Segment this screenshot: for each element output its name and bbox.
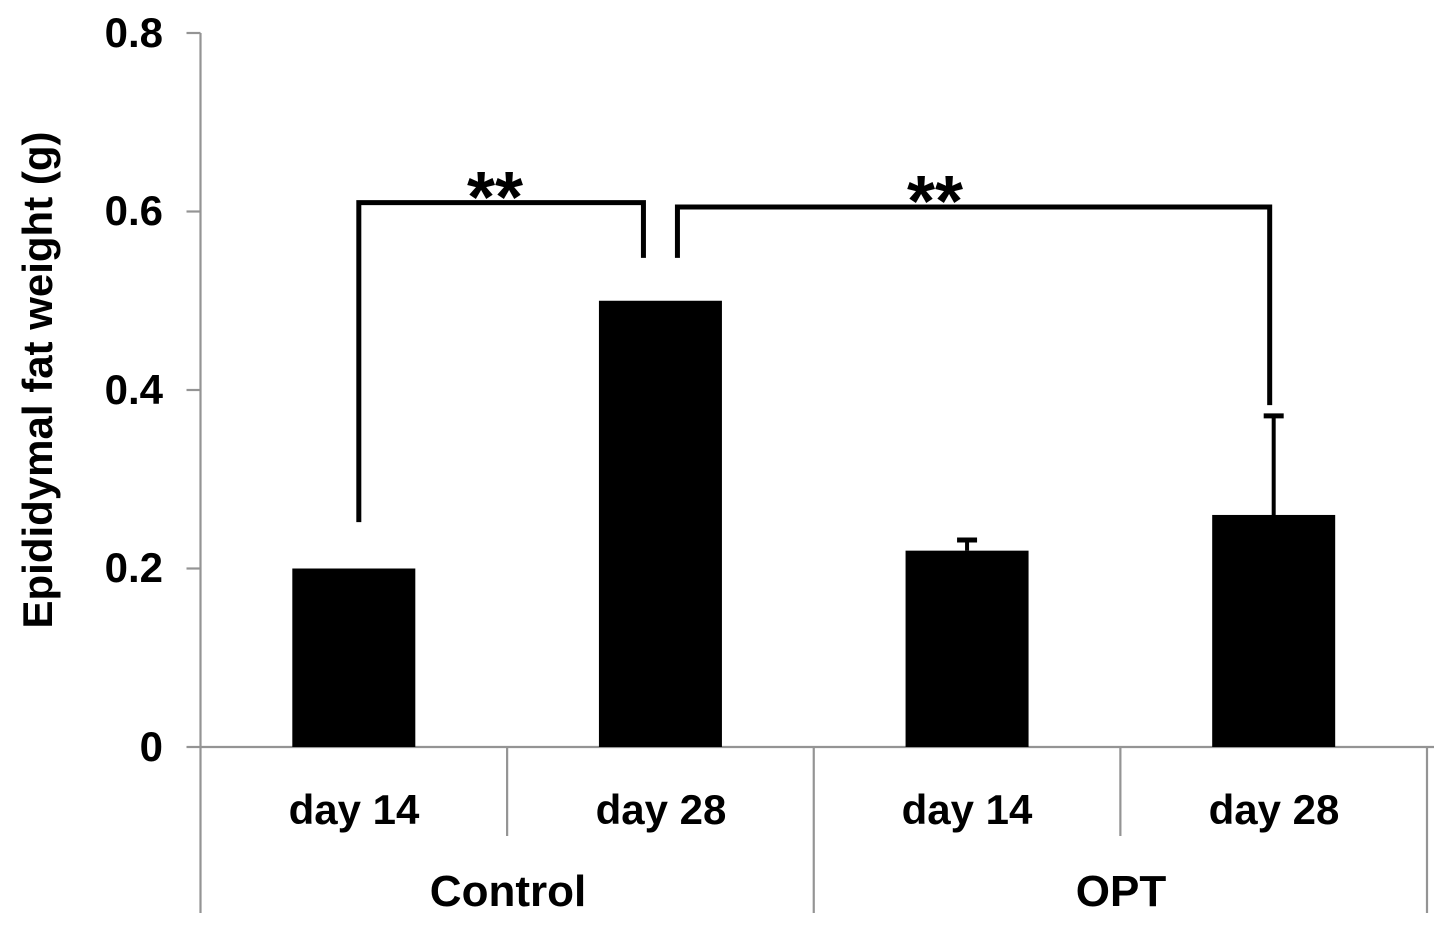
- x-category-control-day14: day 14: [288, 786, 420, 833]
- y-tick-label-0p8: 0.8: [104, 9, 163, 56]
- y-tick-label-0p6: 0.6: [104, 187, 163, 234]
- significance-marker-1: **: [466, 158, 524, 238]
- y-tick-label-0: 0: [139, 723, 163, 770]
- x-category-opt-day28: day 28: [1208, 786, 1340, 833]
- x-group-label-control: Control: [429, 867, 587, 916]
- y-tick-label-0p4: 0.4: [104, 366, 163, 413]
- significance-marker-2: **: [906, 162, 964, 242]
- x-category-opt-day14: day 14: [901, 786, 1033, 833]
- y-tick-label-0p2: 0.2: [104, 544, 163, 591]
- x-category-control-day28: day 28: [595, 786, 727, 833]
- x-group-label-opt: OPT: [1075, 867, 1167, 916]
